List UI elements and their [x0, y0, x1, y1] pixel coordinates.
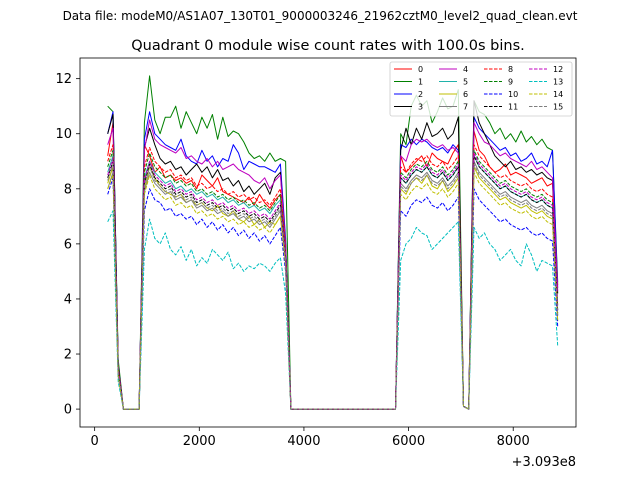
- legend-label-0: 0: [418, 65, 423, 74]
- legend-label-1: 1: [418, 78, 423, 87]
- y-tick-label: 12: [55, 72, 72, 87]
- legend-frame: [389, 61, 573, 117]
- series-line-10: [107, 177, 559, 410]
- legend-label-7: 7: [463, 103, 468, 112]
- plot-area: [79, 57, 577, 428]
- x-offset-label: +3.093e8: [512, 455, 576, 470]
- chart-title: Quadrant 0 module wise count rates with …: [131, 38, 525, 54]
- y-tick-label: 8: [64, 182, 72, 197]
- legend-label-15: 15: [553, 103, 563, 112]
- x-tick-label: 8000: [497, 434, 530, 449]
- legend-label-2: 2: [418, 90, 423, 99]
- legend-label-12: 12: [553, 65, 563, 74]
- legend-label-5: 5: [463, 78, 468, 87]
- series-line-9: [107, 149, 559, 410]
- x-axis: 0 2000 4000 6000 8000: [91, 427, 530, 449]
- plot-frame: [79, 57, 577, 428]
- y-tick-label: 0: [64, 403, 72, 418]
- series-line-12: [107, 152, 559, 410]
- legend-label-9: 9: [508, 78, 513, 87]
- series-line-15: [107, 163, 559, 410]
- series-line-11: [107, 155, 559, 410]
- y-tick-label: 2: [64, 348, 72, 363]
- x-tick-label: 6000: [392, 434, 425, 449]
- plot-background: [80, 58, 576, 427]
- series-line-13: [107, 210, 559, 410]
- x-tick-label: 0: [91, 434, 99, 449]
- y-tick-label: 10: [55, 127, 72, 142]
- x-tick-label: 4000: [287, 434, 320, 449]
- y-axis: 0 2 4 6 8 10 12: [55, 72, 80, 418]
- legend-label-10: 10: [508, 90, 518, 99]
- y-tick-label: 4: [64, 292, 72, 307]
- legend-label-4: 4: [463, 65, 468, 74]
- legend-label-11: 11: [508, 103, 518, 112]
- x-tick-label: 2000: [183, 434, 216, 449]
- suptitle: Data file: modeM0/AS1A07_130T01_90000032…: [63, 9, 578, 23]
- legend-label-14: 14: [553, 90, 563, 99]
- legend-label-13: 13: [553, 78, 563, 87]
- series-layer: [107, 75, 559, 410]
- legend-label-3: 3: [418, 103, 423, 112]
- legend-label-8: 8: [508, 65, 513, 74]
- y-tick-label: 6: [64, 237, 72, 252]
- legend-label-6: 6: [463, 90, 468, 99]
